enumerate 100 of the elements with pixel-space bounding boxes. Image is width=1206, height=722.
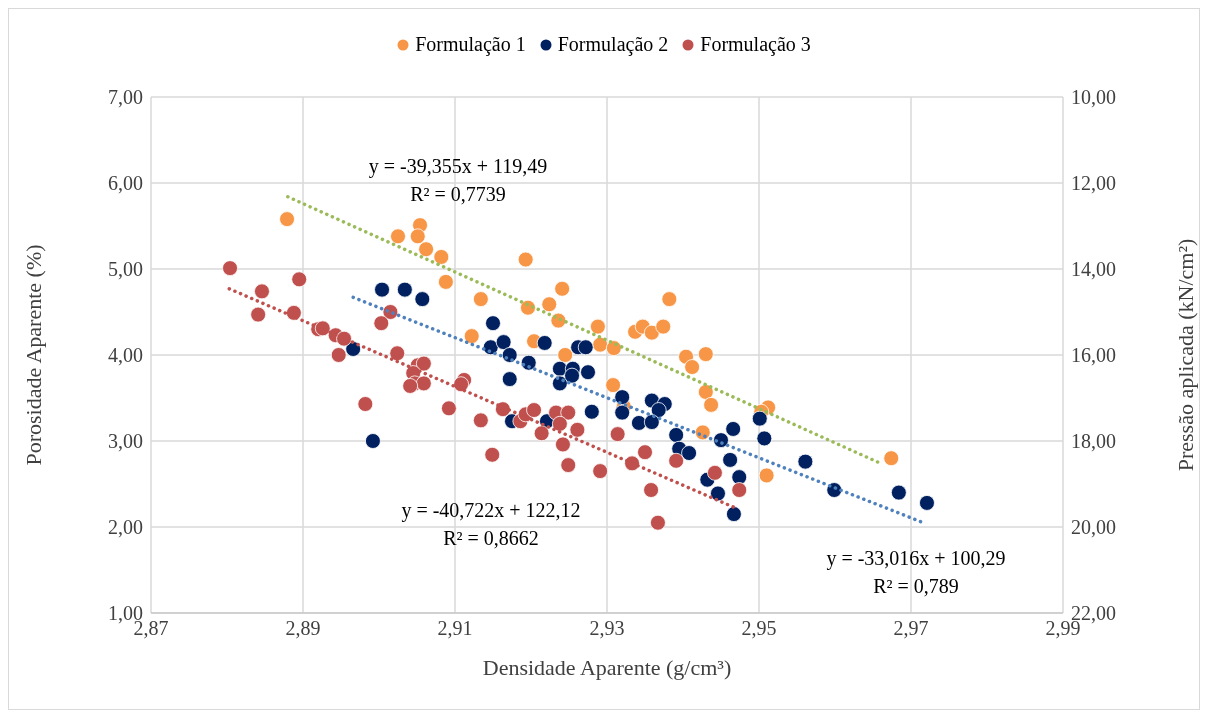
- point: [756, 430, 773, 447]
- point: [557, 347, 574, 363]
- annotation: y = -39,355x + 119,49 R² = 0,7739: [367, 154, 549, 207]
- point: [655, 318, 672, 335]
- y-tick-label: 3,00: [108, 430, 143, 453]
- point: [650, 402, 667, 418]
- point: [560, 457, 577, 473]
- point: [254, 283, 270, 300]
- point: [797, 453, 814, 470]
- point: [890, 484, 907, 501]
- point: [609, 426, 626, 443]
- point: [560, 404, 577, 421]
- point: [396, 281, 413, 298]
- point: [564, 367, 580, 384]
- y2-tick-label: 12,00: [1071, 172, 1116, 195]
- point: [580, 364, 596, 381]
- point: [631, 415, 647, 431]
- point: [402, 378, 419, 394]
- point: [250, 306, 267, 323]
- point: [472, 291, 489, 307]
- point: [501, 371, 518, 387]
- y2-tick-label: 18,00: [1071, 430, 1116, 453]
- point: [373, 315, 390, 332]
- point: [389, 345, 406, 362]
- point: [681, 445, 697, 461]
- y-tick-label: 6,00: [108, 172, 143, 195]
- point: [605, 340, 622, 357]
- point: [536, 335, 553, 351]
- y-tick-label: 4,00: [108, 344, 143, 367]
- point: [291, 271, 308, 288]
- point: [357, 396, 374, 412]
- y-axis-title: Porosidade Aparente (%): [20, 244, 46, 466]
- point: [279, 211, 295, 228]
- point: [374, 281, 390, 298]
- point: [390, 228, 406, 245]
- point: [643, 414, 660, 430]
- point: [668, 452, 685, 469]
- point: [883, 450, 900, 467]
- point: [330, 347, 347, 363]
- point: [637, 444, 653, 461]
- point: [365, 433, 381, 449]
- point: [731, 482, 748, 498]
- point: [684, 359, 701, 375]
- point: [437, 274, 454, 290]
- point: [668, 427, 685, 443]
- point: [569, 421, 586, 438]
- point: [336, 330, 352, 347]
- point: [555, 436, 571, 453]
- point: [415, 375, 432, 392]
- point: [453, 376, 469, 393]
- point: [710, 485, 726, 502]
- x-axis-title: Densidade Aparente (g/cm³): [482, 655, 732, 680]
- point: [517, 251, 534, 268]
- point: [751, 410, 768, 427]
- point: [614, 404, 631, 421]
- y2-tick-label: 16,00: [1071, 344, 1116, 367]
- x-tick-label: 2,95: [741, 617, 777, 640]
- point: [541, 296, 558, 313]
- point: [433, 249, 450, 265]
- point: [722, 452, 739, 468]
- x-tick-label: 2,91: [437, 617, 473, 640]
- point: [554, 280, 571, 297]
- point: [551, 415, 568, 432]
- point: [614, 389, 631, 406]
- y-tick-label: 7,00: [108, 86, 143, 109]
- point: [919, 495, 935, 511]
- annotation: y = -40,722x + 122,12 R² = 0,8662: [400, 498, 582, 551]
- point: [697, 346, 714, 363]
- point: [650, 514, 666, 531]
- point: [526, 402, 542, 418]
- y2-tick-label: 14,00: [1071, 258, 1116, 281]
- point: [472, 412, 489, 429]
- y2-tick-label: 20,00: [1071, 516, 1116, 539]
- y2-axis-title: Pressão aplicada (kN/cm²): [1172, 238, 1198, 472]
- point: [725, 421, 742, 437]
- point: [463, 328, 480, 344]
- legend-label: Formulação 1: [415, 33, 526, 55]
- point: [485, 315, 501, 332]
- annotation: y = -33,016x + 100,29 R² = 0,789: [825, 546, 1007, 599]
- legend-label: Formulação 2: [557, 33, 669, 55]
- point: [222, 260, 238, 277]
- point: [661, 291, 678, 307]
- point: [409, 228, 426, 245]
- point: [589, 318, 606, 335]
- point: [592, 463, 609, 479]
- x-tick-label: 2,93: [589, 617, 625, 640]
- point: [418, 241, 435, 258]
- point: [577, 339, 594, 356]
- point: [285, 304, 302, 321]
- point: [643, 482, 659, 498]
- point: [441, 400, 457, 417]
- x-tick-label: 2,97: [893, 617, 929, 640]
- point: [583, 403, 600, 420]
- point: [758, 467, 775, 484]
- point: [484, 446, 501, 463]
- y2-tick-label: 10,00: [1071, 86, 1116, 109]
- legend-label: Formulação 3: [700, 33, 811, 55]
- point: [643, 324, 660, 341]
- y-tick-label: 2,00: [108, 516, 143, 539]
- point: [533, 425, 550, 442]
